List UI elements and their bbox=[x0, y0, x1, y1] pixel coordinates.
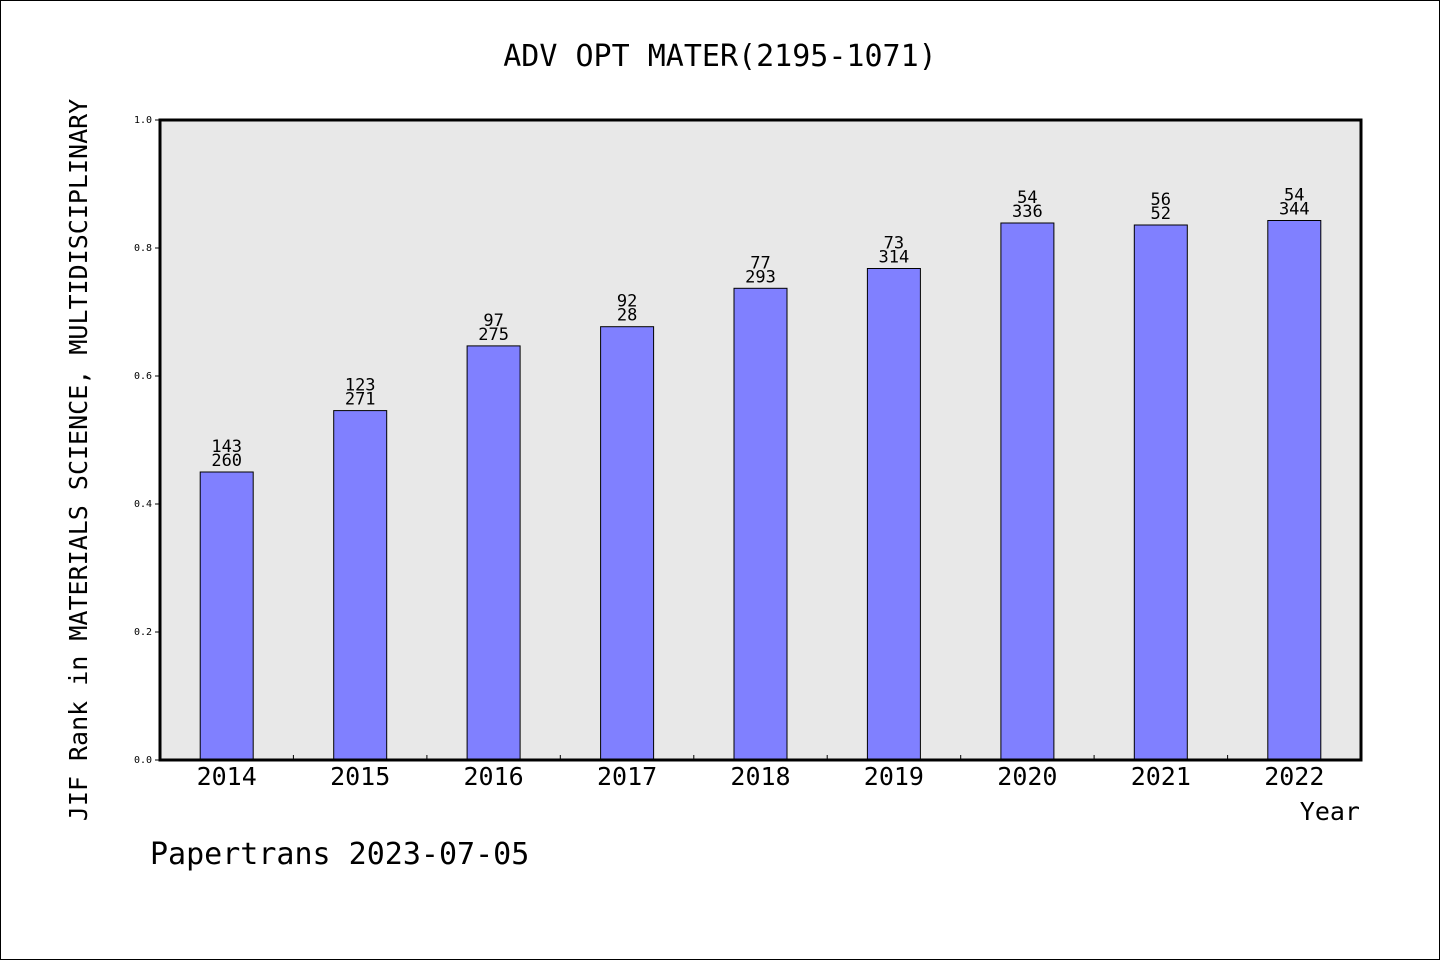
plot-border bbox=[158, 118, 1363, 762]
bar-label-bottom-2016: 275 bbox=[478, 325, 509, 345]
bar-label-bottom-2022: 344 bbox=[1279, 200, 1310, 220]
x-tick-label-2017: 2017 bbox=[597, 762, 657, 791]
bar-label-top-2018: 77 bbox=[750, 253, 770, 273]
bar-label-top-2021: 56 bbox=[1151, 190, 1171, 210]
y-tick-label-0.0: 0.0 bbox=[134, 755, 152, 766]
bar-label-bottom-2019: 314 bbox=[879, 248, 910, 268]
x-axis-label: Year bbox=[1300, 797, 1360, 826]
bar-2021 bbox=[1133, 224, 1188, 761]
x-tick-label-2014: 2014 bbox=[197, 762, 257, 791]
y-tick-label-0.8: 0.8 bbox=[134, 243, 152, 254]
bar-2020 bbox=[1000, 222, 1055, 761]
x-ticks-group: 2014 2015 2016 2017 2018 2019 2020 2021 2022 bbox=[197, 755, 1324, 791]
bar-2015 bbox=[333, 410, 388, 761]
bar-label-bottom-2014: 260 bbox=[211, 451, 242, 471]
y-tick-label-0.4: 0.4 bbox=[134, 499, 152, 510]
bar-label-bottom-2021: 52 bbox=[1151, 204, 1171, 224]
bar-label-bottom-2017: 28 bbox=[617, 306, 637, 326]
bar-2016 bbox=[466, 345, 521, 761]
y-tick-label-0.2: 0.2 bbox=[134, 627, 152, 638]
bar-label-top-2022: 54 bbox=[1284, 186, 1304, 206]
y-ticks-group: 0.0 0.2 0.4 0.6 0.8 1.0 bbox=[134, 115, 160, 766]
chart-title: ADV OPT MATER(2195-1071) bbox=[503, 39, 936, 74]
x-tick-label-2016: 2016 bbox=[463, 762, 523, 791]
bar-label-top-2020: 54 bbox=[1017, 188, 1037, 208]
bar-2014 bbox=[199, 471, 254, 761]
bar-label-bottom-2015: 271 bbox=[345, 390, 376, 410]
x-tick-label-2018: 2018 bbox=[730, 762, 790, 791]
footer-credit: Papertrans 2023-07-05 bbox=[150, 837, 529, 872]
y-axis-label: JIF Rank in MATERIALS SCIENCE, MULTIDISC… bbox=[64, 99, 93, 821]
x-tick-label-2020: 2020 bbox=[997, 762, 1057, 791]
bar-2018 bbox=[733, 287, 788, 761]
x-tick-label-2015: 2015 bbox=[330, 762, 390, 791]
bar-label-top-2014: 143 bbox=[211, 437, 242, 457]
bar-2022 bbox=[1267, 220, 1322, 761]
x-tick-label-2021: 2021 bbox=[1131, 762, 1191, 791]
bar-label-top-2019: 73 bbox=[884, 234, 904, 254]
y-tick-label-0.6: 0.6 bbox=[134, 371, 152, 382]
bar-label-bottom-2020: 336 bbox=[1012, 202, 1043, 222]
bar-2017 bbox=[600, 326, 655, 761]
y-tick-label-1.0: 1.0 bbox=[134, 115, 152, 126]
x-tick-label-2022: 2022 bbox=[1264, 762, 1324, 791]
bar-label-bottom-2018: 293 bbox=[745, 267, 776, 287]
bar-label-top-2015: 123 bbox=[345, 376, 376, 396]
x-tick-label-2019: 2019 bbox=[864, 762, 924, 791]
bar-label-top-2016: 97 bbox=[483, 311, 503, 331]
bar-label-top-2017: 92 bbox=[617, 292, 637, 312]
bar-2019 bbox=[866, 268, 921, 761]
bars-group: 1432601232719727592287729373314543365652… bbox=[199, 186, 1322, 761]
